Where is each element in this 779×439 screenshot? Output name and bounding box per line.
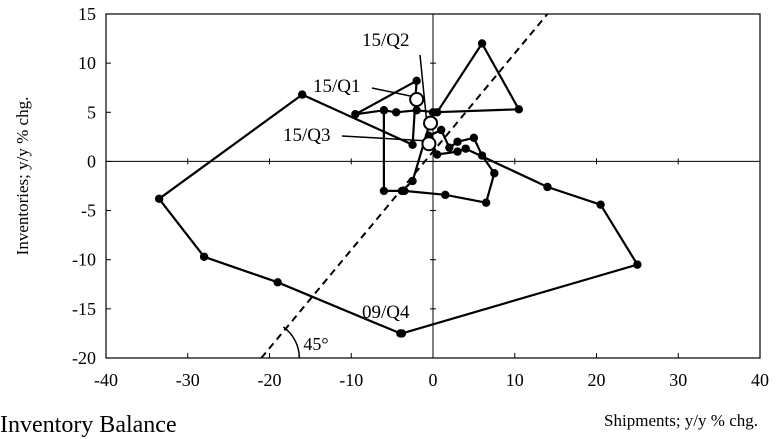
data-point: [392, 108, 401, 117]
y-tick-label: -5: [81, 201, 96, 221]
data-point: [432, 150, 442, 159]
point-label-09q4: 09/Q4: [362, 302, 410, 323]
data-point: [514, 105, 524, 114]
data-point: [633, 260, 642, 269]
x-axis-title: Shipments; y/y % chg.: [604, 411, 758, 430]
x-tick-label: -30: [176, 370, 200, 390]
data-point: [477, 39, 487, 48]
series-group: [154, 39, 642, 338]
point-label: 15/Q3: [283, 125, 331, 146]
leader-line: [419, 54, 428, 121]
x-tick-label: 30: [669, 370, 687, 390]
y-tick-label: 0: [87, 151, 96, 171]
data-point: [298, 90, 307, 99]
data-point: [596, 200, 605, 209]
data-point: [351, 110, 360, 119]
x-tick-label: 0: [429, 370, 438, 390]
data-point: [441, 190, 450, 200]
highlighted-point: [423, 115, 439, 131]
series-line: [383, 42, 520, 192]
data-point: [481, 198, 491, 207]
reference-line-group: 45°: [260, 13, 549, 359]
data-point: [469, 133, 479, 143]
highlighted-point: [421, 136, 437, 152]
data-point: [154, 194, 164, 203]
data-point: [273, 278, 282, 287]
data-point: [379, 186, 389, 196]
data-point: [397, 186, 407, 196]
data-point: [543, 182, 552, 192]
data-point: [199, 252, 209, 261]
data-point: [412, 106, 421, 115]
x-tick-label: 40: [751, 370, 769, 390]
data-point: [408, 176, 417, 186]
data-point: [397, 329, 407, 338]
x-tick-label: -40: [94, 370, 118, 390]
y-tick-label: 5: [87, 102, 96, 122]
x-tick-label: 10: [506, 370, 524, 390]
data-point: [445, 143, 454, 152]
highlighted-point: [409, 92, 425, 108]
y-tick-label: -20: [72, 348, 96, 368]
data-point: [428, 108, 438, 117]
angle-arc: [282, 326, 301, 359]
y-tick-label: 15: [78, 4, 96, 24]
x-tick-label: -10: [339, 370, 363, 390]
leader-line: [371, 87, 413, 98]
y-tick-label: -10: [72, 250, 96, 270]
data-point: [408, 140, 417, 149]
angle-label: 45°: [303, 334, 328, 354]
axes: -40 -30 -20 -10 0 10 20 30 40 -20 -15 -10 -5 0 5 10 15 Sh…: [13, 4, 769, 430]
y-axis-title: Inventories; y/y % chg.: [13, 97, 32, 256]
data-point: [412, 76, 421, 86]
y-tick-label: -15: [72, 299, 96, 319]
leader-line: [341, 135, 425, 142]
labels-group: 15/Q1 15/Q2 15/Q3 09/Q4: [283, 30, 439, 323]
data-point: [436, 125, 446, 135]
reference-line-45deg: [260, 13, 549, 359]
chart-caption: Inventory Balance: [0, 412, 177, 438]
y-tick-label: 10: [78, 53, 96, 73]
x-tick-label: -20: [258, 370, 282, 390]
point-label: 15/Q1: [313, 76, 361, 97]
data-point: [461, 144, 470, 153]
series-line: [158, 79, 639, 335]
point-label: 15/Q2: [362, 30, 410, 51]
data-point: [453, 137, 462, 146]
data-point: [477, 151, 487, 160]
x-tick-label: 20: [588, 370, 606, 390]
data-point: [379, 106, 389, 115]
data-point: [453, 147, 462, 156]
data-point: [490, 169, 499, 178]
